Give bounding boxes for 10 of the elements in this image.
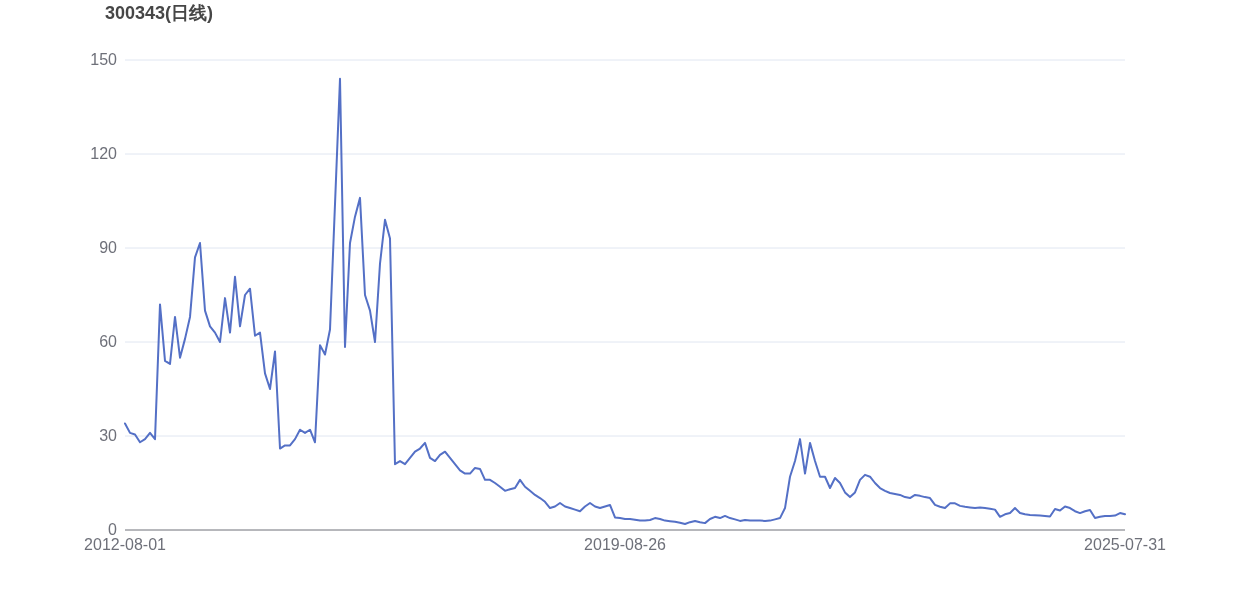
y-tick-label: 0 xyxy=(108,521,118,538)
y-tick-label: 30 xyxy=(99,427,118,444)
chart-title: 300343(日线) xyxy=(105,3,214,23)
y-tick-label: 60 xyxy=(99,333,118,350)
y-tick-label: 90 xyxy=(99,239,118,256)
y-tick-label: 150 xyxy=(90,51,118,68)
y-tick-label: 120 xyxy=(90,145,118,162)
x-tick-label: 2019-08-26 xyxy=(584,536,667,553)
x-tick-label: 2025-07-31 xyxy=(1084,536,1167,553)
x-tick-label: 2012-08-01 xyxy=(84,536,167,553)
